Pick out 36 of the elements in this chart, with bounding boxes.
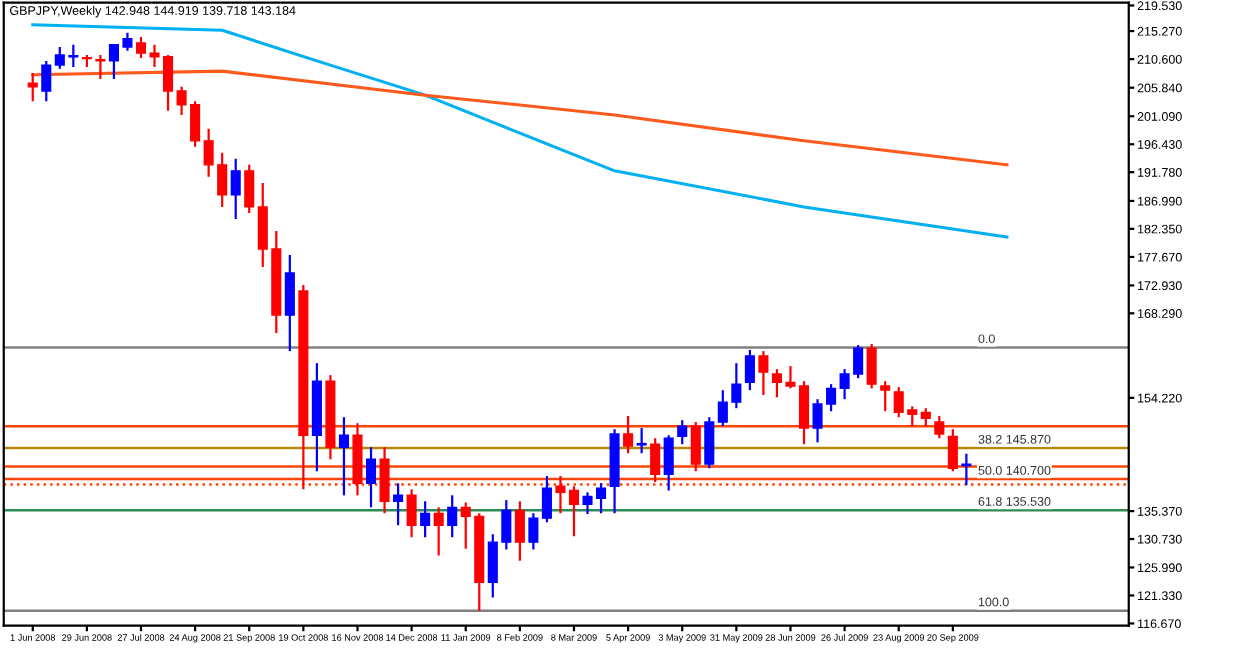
candlestick [866, 342, 877, 390]
candlestick [528, 512, 539, 551]
candlestick [393, 482, 404, 527]
candlestick [379, 446, 390, 515]
line-series [31, 23, 1009, 239]
candlestick [555, 474, 566, 515]
candlestick [365, 446, 377, 509]
candlestick [704, 416, 715, 470]
candlestick [514, 500, 525, 562]
candlestick [420, 500, 431, 539]
candlestick [947, 428, 958, 473]
candlestick [758, 350, 769, 397]
candlestick [406, 488, 417, 539]
candlestick [433, 506, 444, 557]
candlestick [920, 407, 931, 428]
candlestick [744, 348, 755, 392]
candlestick [677, 419, 688, 446]
candlestick [934, 414, 945, 440]
candlestick [447, 494, 458, 539]
candlestick [541, 474, 552, 524]
line-series [31, 69, 1009, 167]
candlestick [284, 253, 295, 353]
candlestick [623, 414, 634, 455]
candlestick [568, 485, 580, 538]
candlestick [230, 157, 241, 221]
candlestick [636, 426, 647, 455]
candlestick [244, 163, 255, 215]
candlestick [41, 59, 52, 103]
candlestick [880, 380, 891, 413]
candlestick [650, 437, 661, 484]
candlestick [690, 420, 701, 473]
candlestick [95, 53, 106, 81]
candlestick [961, 452, 972, 487]
candlestick [27, 71, 38, 103]
candlestick [338, 416, 350, 497]
candlestick [663, 434, 674, 492]
